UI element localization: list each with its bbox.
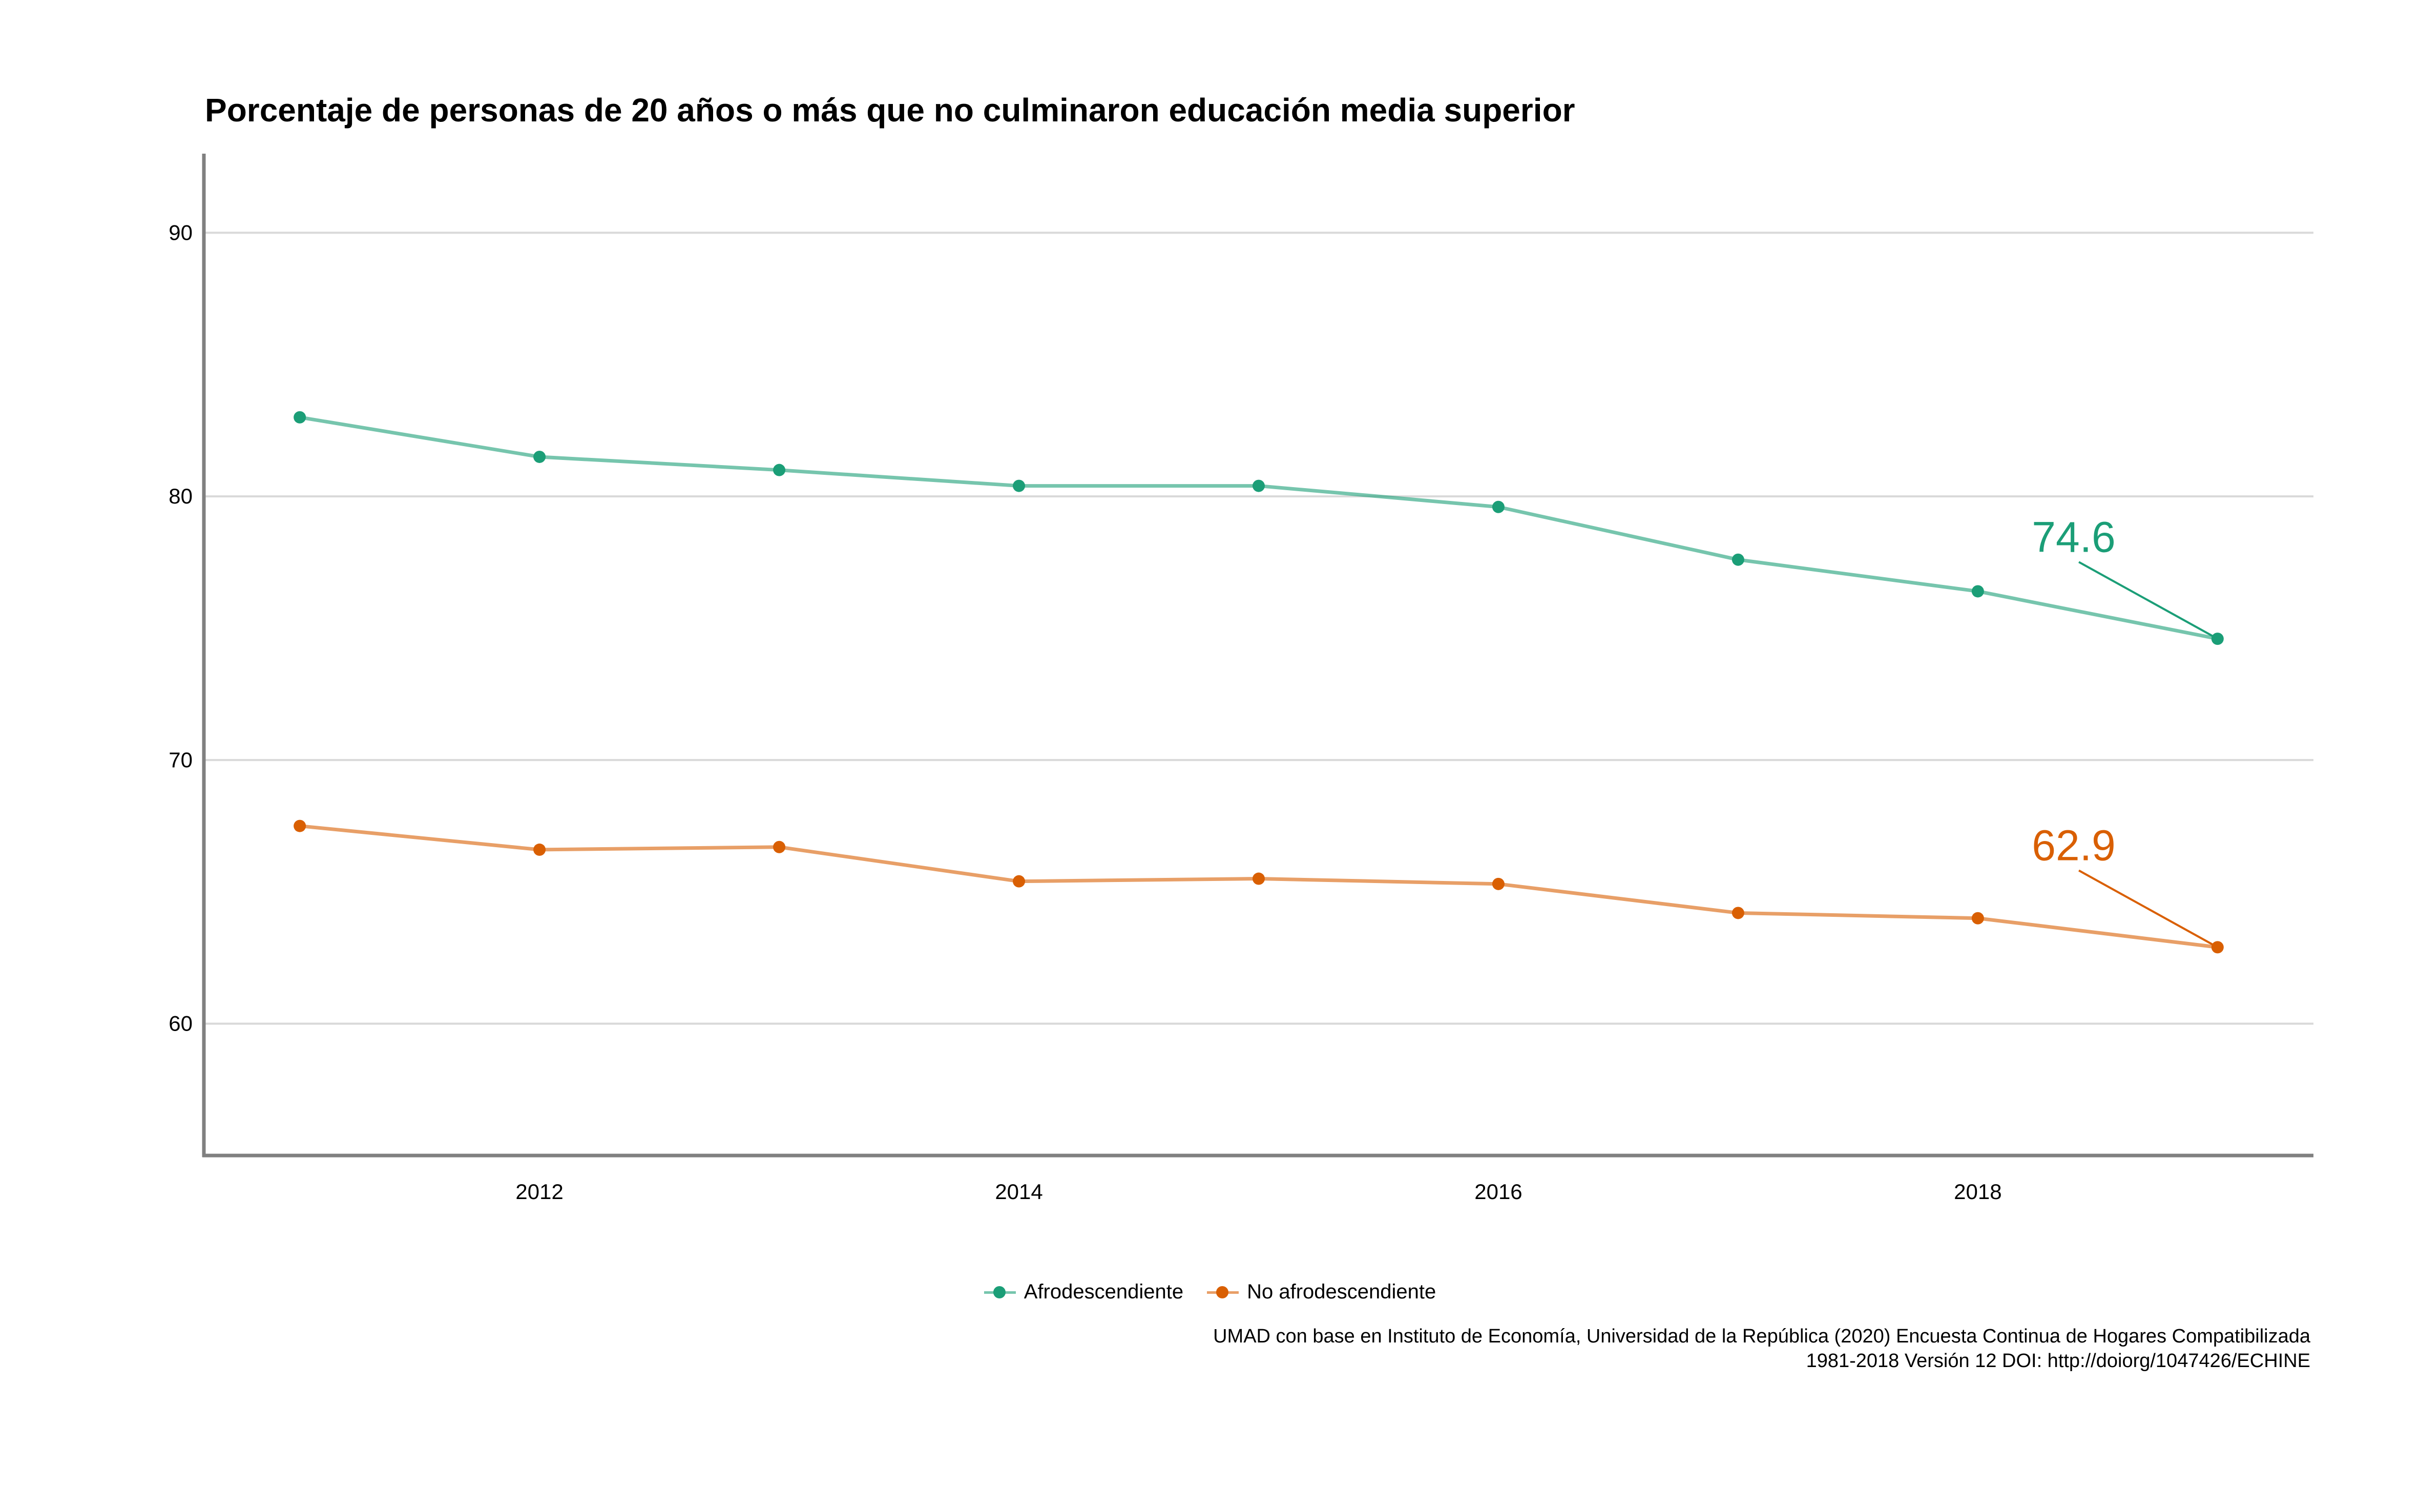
series-line-no-afrodescendiente	[299, 824, 2218, 949]
point-afrodescendiente-2014	[1013, 479, 1026, 492]
x-tick-label-2012: 2012	[515, 1180, 563, 1204]
y-tick-label-70: 70	[169, 748, 193, 772]
legend-label-afrodescendiente: Afrodescendiente	[1024, 1280, 1184, 1303]
legend-key-no-afrodescendiente	[1207, 1282, 1239, 1303]
y-tick-label-60: 60	[169, 1012, 193, 1036]
point-afrodescendiente-2011	[294, 411, 306, 424]
x-tick-label-2018: 2018	[1954, 1180, 2001, 1204]
series	[294, 411, 2224, 954]
point-afrodescendiente-2016	[1492, 500, 1505, 513]
x-tick-label-2014: 2014	[995, 1180, 1042, 1204]
caption-line-2: 1981-2018 Versión 12 DOI: http://doiorg/…	[1806, 1350, 2310, 1372]
point-afrodescendiente-2012	[533, 450, 546, 463]
annotation-leader-0	[2078, 561, 2218, 640]
annotation-label-0: 74.6	[2032, 513, 2116, 561]
legend-key-afrodescendiente	[984, 1282, 1016, 1303]
y-tick-label-80: 80	[169, 484, 193, 508]
point-afrodescendiente-2017	[1731, 553, 1744, 566]
point-no-afrodescendiente-2016	[1492, 877, 1505, 890]
legend-item-no-afrodescendiente: No afrodescendiente	[1207, 1280, 1436, 1304]
y-tick-label-90: 90	[169, 220, 193, 244]
axes	[202, 154, 2313, 1158]
point-no-afrodescendiente-2015	[1253, 872, 1265, 885]
gridlines	[204, 232, 2313, 1025]
point-afrodescendiente-2015	[1253, 479, 1265, 492]
point-no-afrodescendiente-2013	[773, 841, 786, 853]
source-caption: UMAD con base en Instituto de Economía, …	[1213, 1324, 2310, 1373]
point-afrodescendiente-2013	[773, 464, 786, 476]
chart-title: Porcentaje de personas de 20 años o más …	[205, 92, 1575, 129]
point-no-afrodescendiente-2014	[1013, 875, 1026, 888]
point-no-afrodescendiente-2012	[533, 843, 546, 856]
legend: Afrodescendiente No afrodescendiente	[0, 1280, 2420, 1304]
tick-labels: 60 70 80 90 2012 2014 2016 2018	[169, 220, 2001, 1204]
annotation-label-1: 62.9	[2032, 821, 2116, 869]
legend-label-no-afrodescendiente: No afrodescendiente	[1247, 1280, 1436, 1303]
point-no-afrodescendiente-2017	[1731, 907, 1744, 919]
point-no-afrodescendiente-2018	[1971, 912, 1984, 925]
legend-item-afrodescendiente: Afrodescendiente	[984, 1280, 1183, 1304]
point-afrodescendiente-2018	[1971, 585, 1984, 598]
point-no-afrodescendiente-2011	[294, 820, 306, 832]
x-tick-label-2016: 2016	[1474, 1180, 1522, 1204]
series-line-afrodescendiente	[299, 415, 2218, 641]
annotation-leader-1	[2078, 869, 2218, 949]
caption-line-1: UMAD con base en Instituto de Economía, …	[1213, 1326, 2310, 1347]
annotations: 74.6 62.9	[2032, 513, 2218, 949]
